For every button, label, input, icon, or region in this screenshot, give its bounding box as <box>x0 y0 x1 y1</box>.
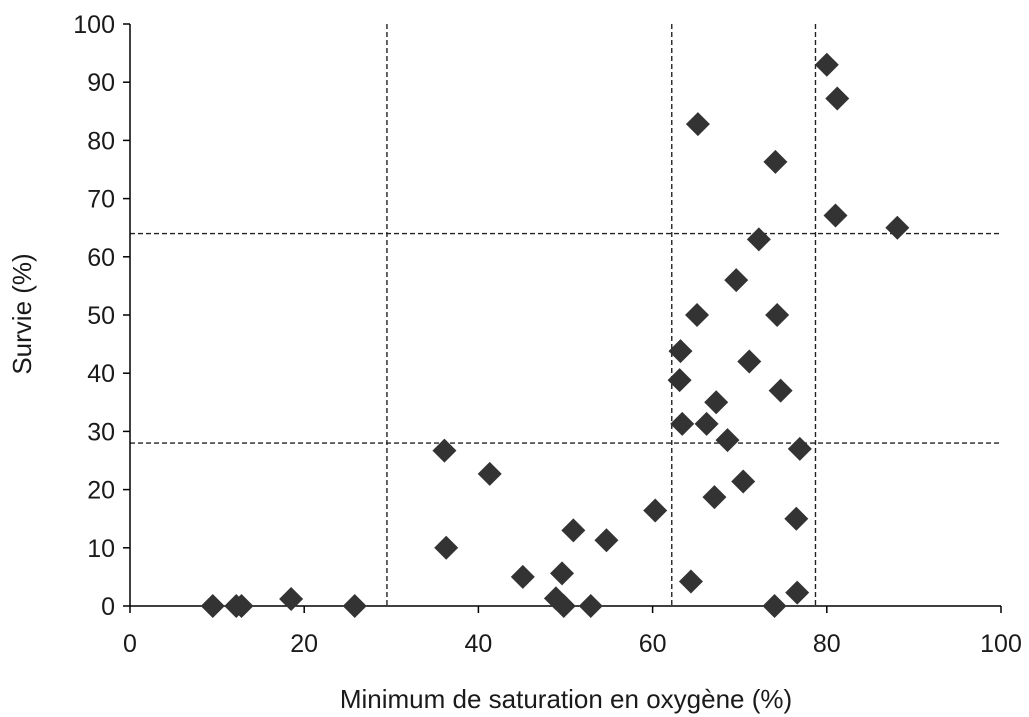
data-point <box>787 436 812 461</box>
data-points <box>200 52 910 618</box>
x-tick-label: 0 <box>123 630 137 658</box>
data-point <box>434 535 459 560</box>
data-point <box>229 594 254 618</box>
data-point <box>561 518 586 543</box>
data-point <box>670 411 695 436</box>
data-point <box>685 112 710 137</box>
data-point <box>279 587 304 612</box>
reference-lines <box>130 24 1001 606</box>
x-tick-label: 100 <box>980 630 1022 658</box>
data-point <box>477 461 502 486</box>
y-tick-label: 80 <box>87 127 115 155</box>
data-point <box>694 411 719 436</box>
data-point <box>784 506 809 531</box>
data-point <box>885 215 910 240</box>
data-point <box>668 339 693 364</box>
data-point <box>765 303 790 327</box>
data-point <box>702 485 727 510</box>
y-tick-label: 90 <box>87 69 115 97</box>
data-point <box>510 564 535 589</box>
data-point <box>643 498 668 523</box>
data-point <box>678 569 703 594</box>
data-point <box>685 303 710 327</box>
data-point <box>763 149 788 174</box>
x-tick-label: 40 <box>464 630 492 658</box>
data-point <box>432 438 457 463</box>
data-point <box>550 561 575 586</box>
data-point <box>704 390 729 415</box>
data-point <box>724 268 749 293</box>
data-point <box>578 594 603 618</box>
data-point <box>667 368 692 393</box>
data-point <box>785 580 810 605</box>
data-point <box>768 378 793 403</box>
data-point <box>731 469 756 494</box>
data-point <box>746 227 771 252</box>
y-tick-label: 20 <box>87 477 115 505</box>
y-tick-label: 100 <box>73 11 115 39</box>
y-tick-label: 0 <box>101 593 115 621</box>
data-point <box>715 428 740 453</box>
y-axis-title: Survie (%) <box>7 253 37 374</box>
y-tick-label: 30 <box>87 418 115 446</box>
y-tick-label: 60 <box>87 244 115 272</box>
data-point <box>814 52 839 77</box>
x-axis-title: Minimum de saturation en oxygène (%) <box>340 684 792 714</box>
data-point <box>342 594 367 618</box>
y-tick-label: 10 <box>87 535 115 563</box>
tick-labels: 0 10 20 30 40 50 60 70 80 90 100 0 20 40 60 80 100 <box>73 11 1022 658</box>
y-tick-label: 50 <box>87 302 115 330</box>
y-tick-label: 70 <box>87 186 115 214</box>
x-tick-label: 80 <box>813 630 841 658</box>
x-tick-label: 20 <box>290 630 318 658</box>
data-point <box>200 594 225 618</box>
data-point <box>594 528 619 553</box>
x-tick-label: 60 <box>639 630 667 658</box>
data-point <box>737 349 762 374</box>
data-point <box>825 86 850 111</box>
data-point <box>762 594 787 618</box>
data-point <box>551 594 576 618</box>
y-tick-label: 40 <box>87 360 115 388</box>
data-point <box>823 203 848 228</box>
